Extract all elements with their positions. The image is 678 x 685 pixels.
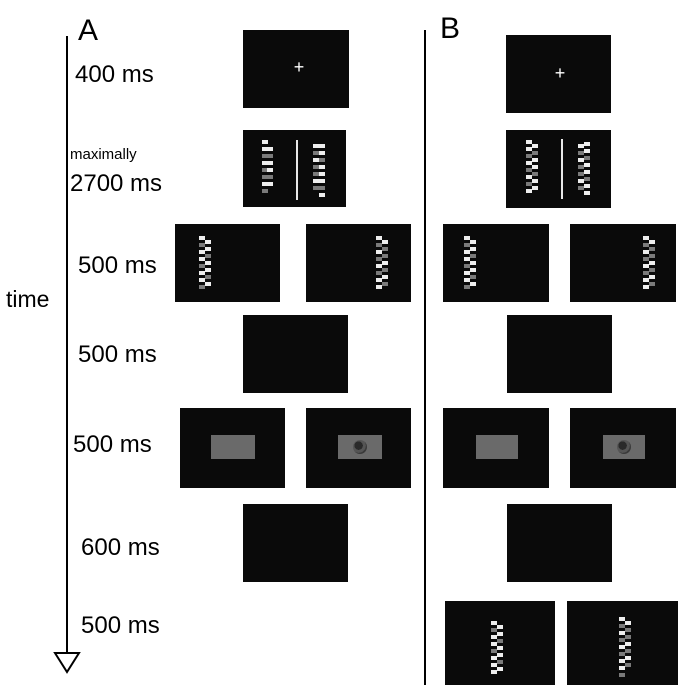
panel-a-label: A	[78, 14, 99, 47]
panel-a-fixation-screen: +	[243, 30, 349, 108]
bar-column-left	[262, 140, 268, 196]
bar-column-right-inner	[584, 142, 590, 198]
step-preview-duration: 2700 ms	[70, 170, 163, 197]
panel-a-blank2-screen	[243, 504, 348, 582]
bar-column-left-inner	[532, 144, 538, 193]
step-probe-duration: 500 ms	[81, 612, 160, 639]
fixation-cross: +	[293, 57, 305, 77]
bar-column	[464, 236, 470, 292]
time-axis-arrow	[53, 36, 81, 674]
panel-a-preview-screen	[243, 130, 346, 207]
panel-divider	[424, 30, 426, 685]
panel-a-target-right-screen	[306, 408, 411, 488]
step-blank2-duration: 600 ms	[81, 534, 160, 561]
bar-column-right-inner	[319, 144, 325, 200]
bar-column-inner	[470, 240, 476, 289]
step-fixation-duration: 400 ms	[75, 61, 154, 88]
bar-column-inner	[625, 621, 631, 670]
panel-b-probe-right-screen	[567, 601, 678, 685]
bar-column-left-inner	[267, 147, 273, 189]
bar-column	[199, 236, 205, 292]
panel-b-preview-screen	[506, 130, 611, 208]
step-cue-duration: 500 ms	[78, 252, 157, 279]
panel-b-blank2-screen	[507, 504, 612, 582]
panel-b-label: B	[440, 12, 461, 45]
target-blob-icon	[353, 440, 367, 454]
fixation-cross: +	[554, 63, 566, 83]
panel-b-blank1-screen	[507, 315, 612, 393]
target-blob-icon	[617, 440, 631, 454]
step-target-duration: 500 ms	[73, 431, 152, 458]
midline-divider	[296, 140, 298, 200]
bar-column-inner	[649, 240, 655, 289]
grey-rectangle	[603, 435, 645, 459]
panel-b-fixation-screen: +	[506, 35, 611, 113]
panel-b-target-left-screen	[443, 408, 549, 488]
panel-a-cue-left-screen	[175, 224, 280, 302]
midline-divider	[561, 139, 563, 199]
bar-column	[491, 621, 497, 677]
bar-column	[619, 617, 625, 680]
grey-rectangle	[476, 435, 518, 459]
bar-column-right	[578, 144, 584, 193]
panel-b-cue-left-screen	[443, 224, 549, 302]
bar-column-right	[313, 144, 319, 193]
step-preview-qualifier: maximally	[70, 146, 137, 163]
bar-column-inner	[497, 625, 503, 674]
panel-a-target-left-screen	[180, 408, 285, 488]
panel-a-blank1-screen	[243, 315, 348, 393]
panel-b-cue-right-screen	[570, 224, 676, 302]
bar-column	[643, 236, 649, 292]
panel-b-target-right-screen	[570, 408, 676, 488]
panel-a-cue-right-screen	[306, 224, 411, 302]
bar-column-left	[526, 140, 532, 196]
step-blank1-duration: 500 ms	[78, 341, 157, 368]
bar-column-inner	[205, 240, 211, 289]
grey-rectangle	[338, 435, 382, 459]
grey-rectangle	[211, 435, 255, 459]
bar-column-inner	[382, 240, 388, 289]
time-axis-label: time	[6, 286, 50, 312]
panel-b-probe-left-screen	[445, 601, 555, 685]
bar-column	[376, 236, 382, 292]
